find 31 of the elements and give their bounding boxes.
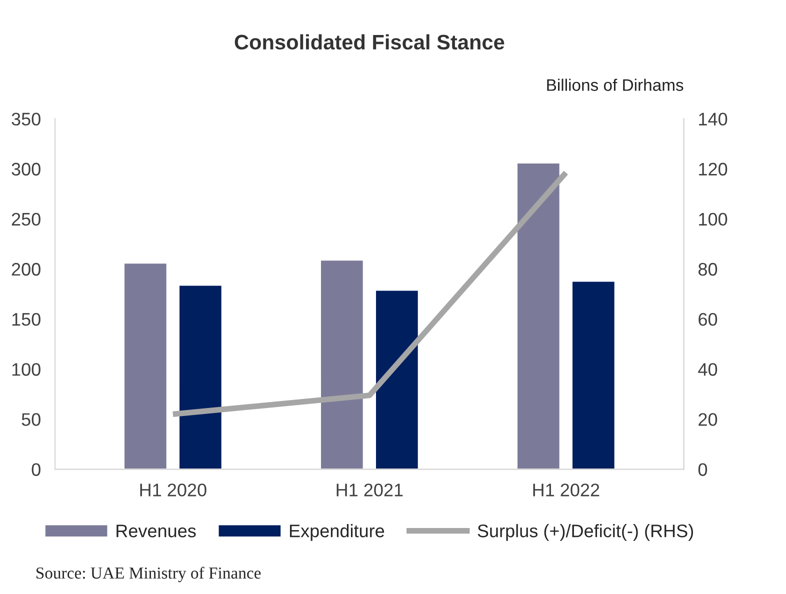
y-tick-label: 250 [12,212,40,226]
bar [571,280,616,470]
chart-title: Consolidated Fiscal Stance [234,34,504,50]
y2-axis-title: Billions of Dirhams [547,78,684,91]
y-tick-label: 350 [12,112,40,126]
y2-tick-label: 140 [699,112,728,126]
bar [374,289,420,470]
y-tick-label: 300 [12,162,40,176]
legend-label: Expenditure [290,524,384,541]
y2-tick-label: 100 [699,212,728,226]
y-tick-label: 150 [12,312,40,326]
bar [178,284,223,470]
source-note: Source: UAE Ministry of Finance [36,566,261,582]
y2-tick-label: 80 [698,262,718,276]
y2-tick-label: 40 [698,363,718,376]
x-tick-label: H1 2022 [533,484,600,496]
x-tick-label: H1 2021 [336,484,403,496]
y-tick-label: 50 [22,413,40,426]
x-tick-label: H1 2020 [140,484,206,496]
y-tick-label: 0 [32,463,40,476]
legend-label: Revenues [116,524,196,538]
bar [320,259,364,470]
legend-label: Surplus (+)/Deficit(-) (RHS) [478,524,694,541]
y2-tick-label: 60 [698,312,718,326]
y-tick-label: 100 [12,363,40,376]
y2-tick-label: 20 [698,413,718,426]
bar [516,162,561,470]
bar [123,262,168,470]
y-tick-label: 200 [12,262,40,276]
y2-tick-label: 120 [699,162,728,176]
y2-tick-label: 0 [698,463,708,476]
